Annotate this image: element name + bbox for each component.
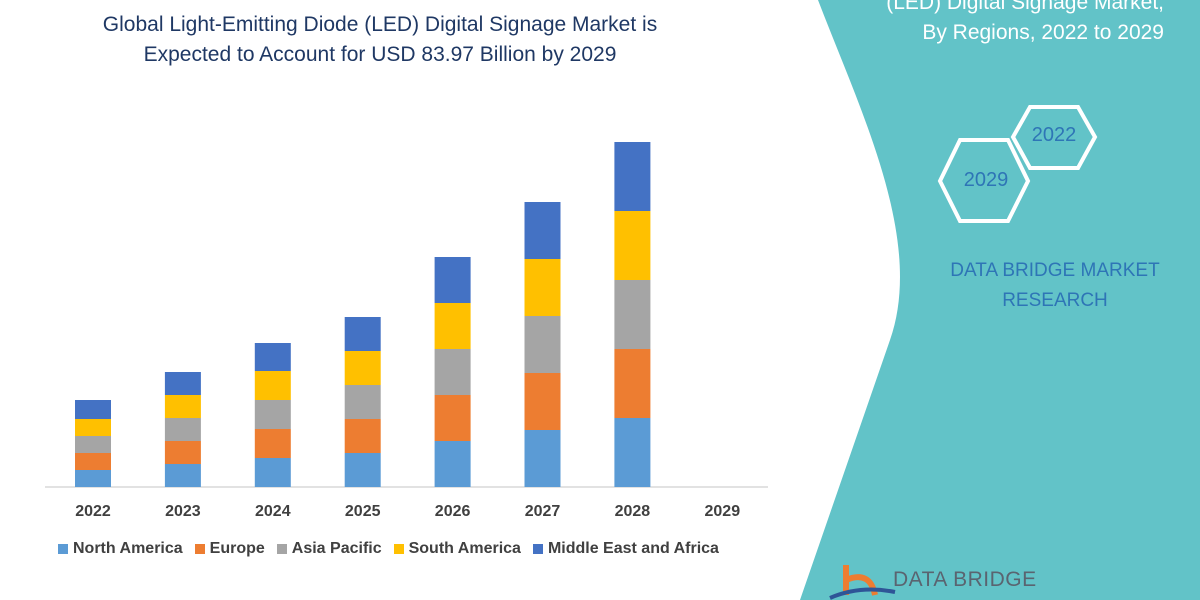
bar-segment-2025-asia-pacific [344,385,381,419]
x-tick-label: 2026 [434,503,471,520]
bar-segment-2023-asia-pacific [164,418,201,441]
bar-segment-2028-south-america [614,211,651,280]
legend-label: Middle East and Africa [547,540,719,557]
legend-item: South America [393,540,521,558]
bar-segment-2024-middle-east-and-africa [254,343,291,371]
bar-segment-2026-middle-east-and-africa [434,257,471,303]
bar-segment-2022-asia-pacific [75,436,111,453]
bar-segment-2022-north-america [75,470,111,487]
x-tick-label: 2023 [165,503,201,520]
bar-segment-2025-north-america [344,453,381,487]
legend-item: Europe [194,540,265,558]
bars-group [75,142,651,487]
hex-label-2022: 2022 [1031,124,1077,146]
bar-segment-2028-middle-east-and-africa [614,142,651,211]
brand-line2: RESEARCH [1002,290,1108,311]
legend-item: Asia Pacific [276,540,382,558]
bar-segment-2023-europe [164,441,201,464]
bar-segment-2027-north-america [524,430,561,487]
legend-item: North America [58,540,183,558]
x-tick-label: 2029 [704,503,741,520]
bar-segment-2028-asia-pacific [614,280,651,349]
legend-swatch [194,544,205,554]
legend-swatch [276,544,287,554]
legend-swatch [58,544,68,554]
bar-segment-2024-europe [254,429,291,458]
bar-segment-2026-north-america [434,441,471,487]
legend-swatch [393,544,404,554]
brand-text: DATA BRIDGE MARKET RESEARCH [920,256,1190,316]
bar-segment-2024-north-america [254,458,291,487]
bar-segment-2023-south-america [164,395,201,418]
side-title: (LED) Digital Signage Market, By Regions… [784,0,1164,48]
hex-label-2029: 2029 [963,169,1009,191]
legend-label: South America [408,540,521,557]
bar-segment-2024-asia-pacific [254,400,291,429]
side-title-line1: (LED) Digital Signage Market, [886,0,1164,14]
legend-label: Asia Pacific [291,540,382,557]
x-tick-label: 2025 [344,503,381,520]
bar-segment-2028-north-america [614,418,651,487]
logo-icon [829,565,896,600]
bar-segment-2025-south-america [344,351,381,385]
bar-segment-2027-middle-east-and-africa [524,202,561,259]
legend-label: North America [73,540,183,557]
legend-swatch [532,544,543,554]
x-tick-label: 2028 [614,503,651,520]
x-tick-label: 2022 [75,503,111,520]
legend: North America Europe Asia Pacific South Ame… [58,540,719,558]
bar-segment-2022-south-america [75,419,111,436]
legend-label: Europe [209,540,265,557]
legend-item: Middle East and Africa [532,540,719,558]
side-panel-background [800,0,1200,600]
chart-title: Global Light-Emitting Diode (LED) Digita… [40,10,720,70]
bar-segment-2022-europe [75,453,111,470]
logo-text: DATA BRIDGE [893,568,1037,591]
bar-segment-2026-asia-pacific [434,349,471,395]
bar-segment-2026-south-america [434,303,471,349]
bar-segment-2027-south-america [524,259,561,316]
x-tick-label: 2027 [524,503,561,520]
bar-segment-2025-middle-east-and-africa [344,317,381,351]
bar-segment-2023-middle-east-and-africa [164,372,201,395]
bar-segment-2027-asia-pacific [524,316,561,373]
bar-segment-2027-europe [524,373,561,430]
brand-line1: DATA BRIDGE MARKET [950,260,1160,281]
chart-title-line2: Expected to Account for USD 83.97 Billio… [143,43,617,66]
side-title-line2: By Regions, 2022 to 2029 [922,21,1164,44]
chart-title-line1: Global Light-Emitting Diode (LED) Digita… [102,13,658,36]
bar-segment-2023-north-america [164,464,201,487]
hexagon-2022 [1010,105,1098,170]
bar-segment-2028-europe [614,349,651,418]
bar-segment-2026-europe [434,395,471,441]
x-tick-label: 2024 [255,503,291,520]
bar-segment-2024-south-america [254,371,291,400]
bar-segment-2025-europe [344,419,381,453]
bar-segment-2022-middle-east-and-africa [75,400,111,419]
hexagon-2029 [937,138,1031,223]
